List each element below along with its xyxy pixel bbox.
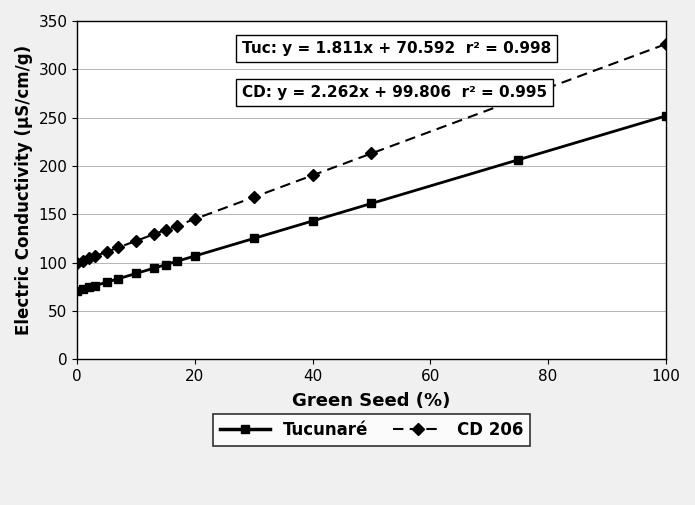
Legend: Tucunaré, CD 206: Tucunaré, CD 206 [213, 414, 530, 445]
Text: Tuc: y = 1.811x + 70.592  r² = 0.998: Tuc: y = 1.811x + 70.592 r² = 0.998 [242, 41, 551, 56]
X-axis label: Green Seed (%): Green Seed (%) [292, 392, 450, 410]
Y-axis label: Electric Conductivity (μS/cm/g): Electric Conductivity (μS/cm/g) [15, 45, 33, 335]
Text: CD: y = 2.262x + 99.806  r² = 0.995: CD: y = 2.262x + 99.806 r² = 0.995 [242, 85, 547, 100]
